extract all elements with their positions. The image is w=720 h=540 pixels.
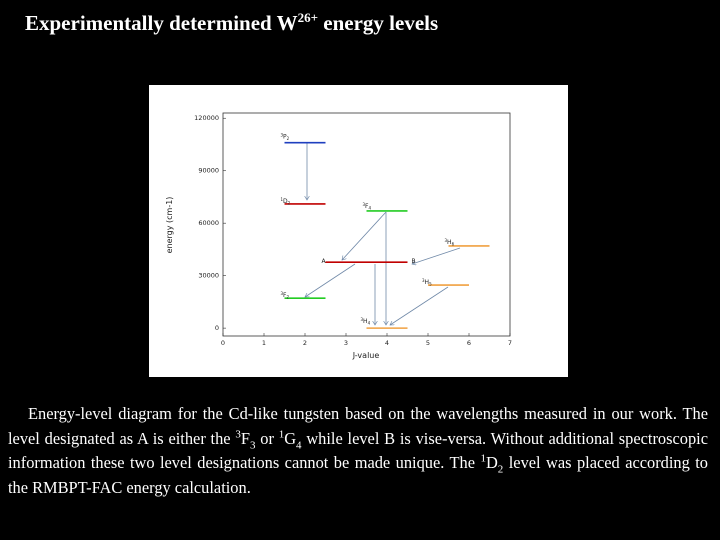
level-label: B: [412, 258, 416, 265]
label-subscript: 6: [452, 241, 455, 246]
x-axis-label: J-value: [352, 351, 380, 360]
caption-text: G: [284, 428, 297, 448]
level-label: 3H6: [445, 238, 455, 247]
caption-text: D: [485, 453, 498, 473]
level-label: 3H4: [361, 317, 371, 326]
title-text: Experimentally determined W: [25, 11, 298, 35]
transition-arrow: [342, 211, 387, 260]
caption-subscript: 2: [497, 463, 504, 476]
label-superscript: 3: [363, 202, 366, 207]
label-superscript: 3: [281, 291, 284, 296]
level-label: 3H5: [422, 278, 432, 287]
label-term: B: [412, 258, 416, 265]
label-subscript: 2: [288, 200, 291, 205]
chart: J-value energy (cm-1) 030000600009000012…: [149, 85, 568, 377]
transition-arrow: [390, 286, 449, 325]
caption-superscript: 1: [480, 452, 486, 465]
level-label: 3F4: [363, 202, 372, 211]
transition-arrow: [412, 247, 461, 264]
x-tick-label: 4: [385, 339, 389, 347]
label-term: H: [425, 279, 430, 286]
slide-title: Experimentally determined W26+ energy le…: [25, 10, 438, 36]
caption-superscript: 1: [278, 428, 285, 441]
level-label: 1D2: [281, 197, 291, 206]
label-term: A: [322, 258, 327, 265]
y-axis-label: energy (cm-1): [165, 197, 174, 254]
label-term: H: [447, 239, 452, 246]
label-subscript: 2: [287, 295, 290, 300]
level-label: 3P2: [281, 133, 290, 142]
transitions: [305, 143, 461, 325]
x-tick-label: 1: [262, 339, 266, 347]
label-subscript: 4: [368, 321, 371, 326]
label-superscript: 3: [281, 133, 284, 138]
y-tick-label: 120000: [194, 114, 219, 122]
caption-text: F: [240, 428, 250, 448]
x-tick-label: 3: [344, 339, 348, 347]
title-superscript: 26+: [297, 10, 319, 25]
label-subscript: 4: [369, 205, 372, 210]
label-subscript: 5: [429, 282, 432, 287]
label-term: D: [283, 198, 288, 205]
label-superscript: 3: [422, 278, 425, 283]
caption-text: or: [255, 428, 279, 448]
y-tick-label: 30000: [198, 272, 219, 280]
caption-text: while level B is vise-versa. Without add…: [8, 428, 708, 473]
caption-subscript: 3: [249, 438, 256, 451]
label-term: F: [283, 292, 287, 299]
plot-frame: [222, 112, 511, 337]
caption-subscript: 4: [296, 438, 302, 451]
label-term: F: [365, 203, 369, 210]
label-superscript: 1: [281, 197, 284, 202]
label-subscript: 2: [287, 136, 290, 141]
caption-text: Energy-level diagram for the Cd-like tun…: [8, 404, 708, 448]
x-tick-label: 5: [426, 339, 430, 347]
title-text: energy levels: [318, 11, 439, 35]
caption-text: level was placed according to the RMBPT-…: [8, 453, 708, 497]
y-tick-label: 90000: [198, 167, 219, 175]
label-term: P: [283, 134, 287, 141]
level-label: 3F2: [281, 291, 290, 300]
y-tick-label: 60000: [198, 219, 219, 227]
y-tick-label: 0: [215, 324, 219, 332]
label-superscript: 3: [361, 317, 364, 322]
level-label: A: [322, 258, 327, 265]
x-tick-label: 6: [467, 339, 471, 347]
x-tick-label: 2: [303, 339, 307, 347]
transition-arrow: [305, 263, 356, 297]
label-superscript: 3: [445, 238, 448, 243]
caption-superscript: 3: [235, 428, 241, 441]
x-tick-label: 0: [221, 339, 225, 347]
caption: Energy-level diagram for the Cd-like tun…: [8, 402, 708, 500]
x-tick-label: 7: [508, 339, 512, 347]
label-term: H: [363, 318, 368, 325]
